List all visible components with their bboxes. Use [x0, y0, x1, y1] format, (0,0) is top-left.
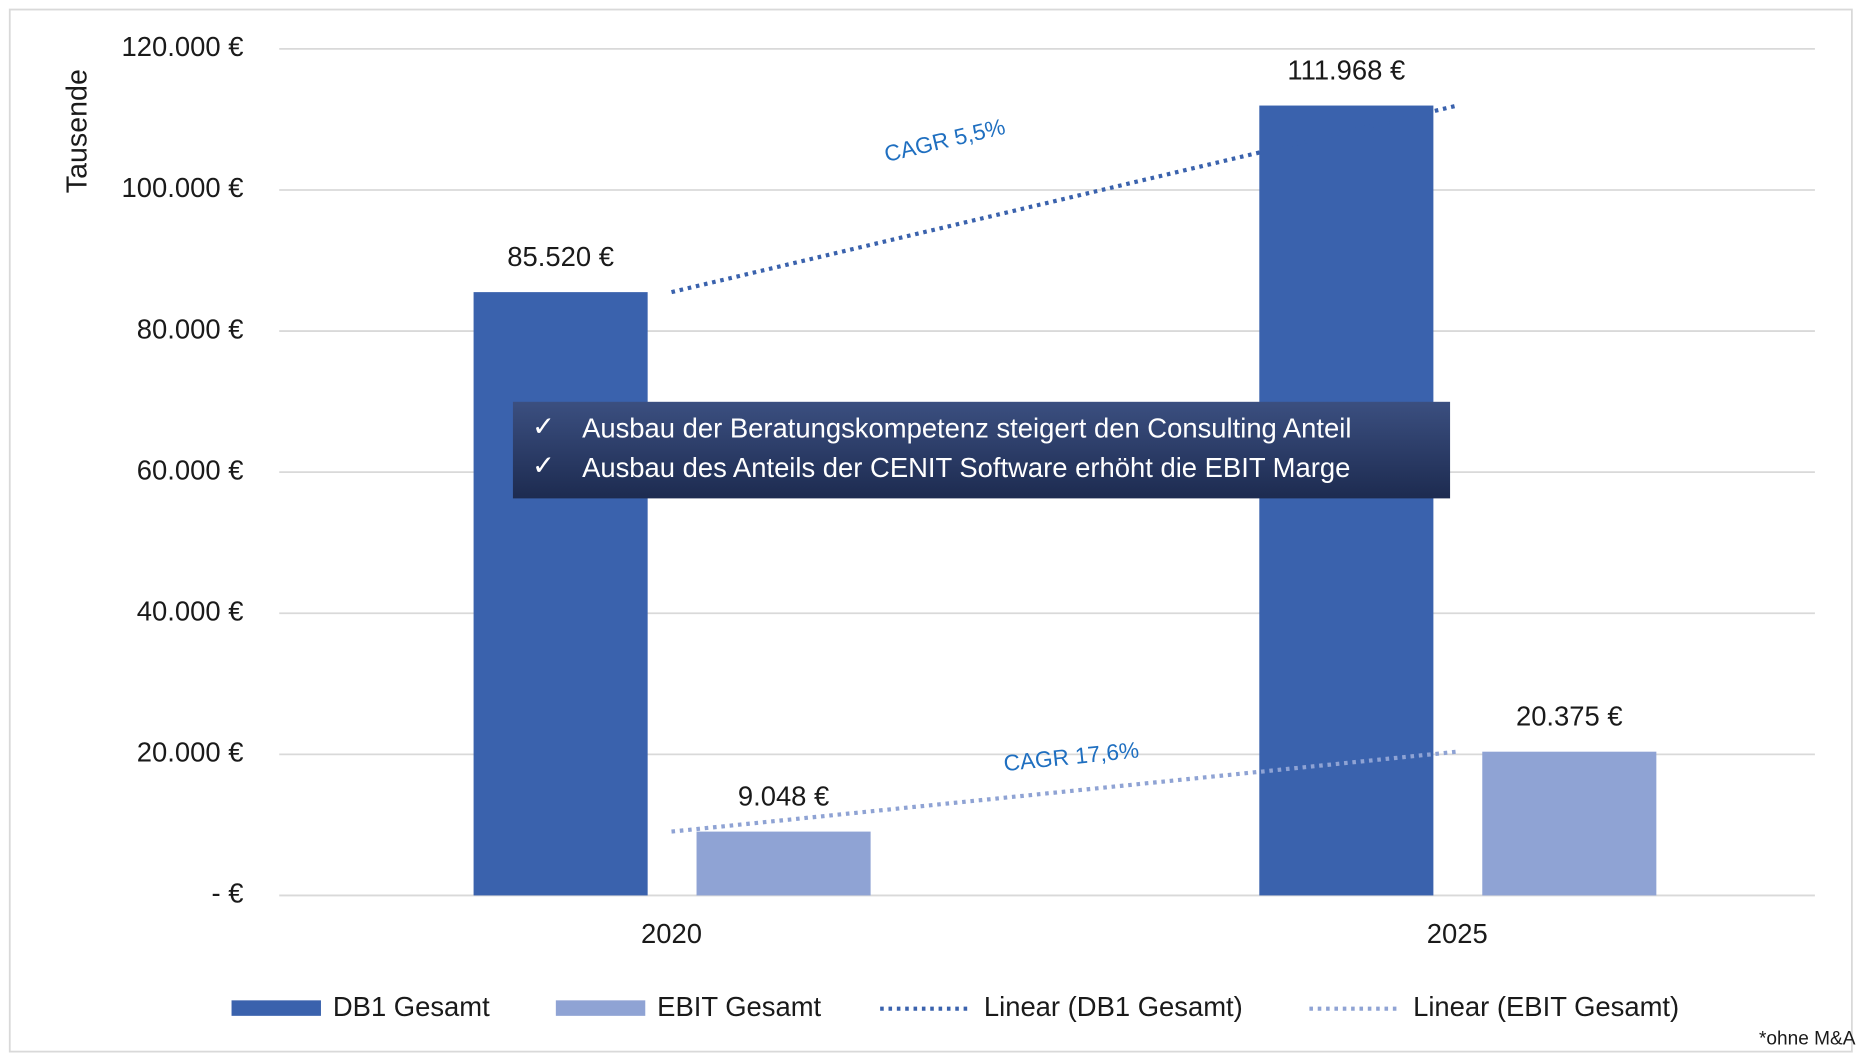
- x-tick-label: 2025: [1427, 918, 1488, 949]
- legend-swatch: [231, 1000, 321, 1016]
- chart-frame: [8, 8, 1853, 1053]
- value-label: 111.968 €: [1287, 54, 1405, 85]
- text-box-item: Ausbau der Beratungskompetenz steigert d…: [582, 413, 1351, 444]
- y-axis-label: Tausende: [61, 69, 93, 193]
- y-tick-label: 40.000 €: [137, 595, 244, 626]
- trend-annotation: CAGR 5,5%: [882, 113, 1008, 167]
- y-tick-label: 120.000 €: [122, 31, 244, 62]
- trendline: [671, 749, 1458, 834]
- legend-label: DB1 Gesamt: [333, 991, 490, 1022]
- trendline: [671, 103, 1458, 295]
- bar: [1259, 105, 1434, 896]
- value-label: 9.048 €: [738, 780, 829, 811]
- y-tick-label: 60.000 €: [137, 454, 244, 485]
- bar: [473, 292, 648, 896]
- y-tick-label: 100.000 €: [122, 172, 244, 203]
- legend-label: EBIT Gesamt: [657, 991, 821, 1022]
- value-label: 85.520 €: [507, 241, 614, 272]
- check-icon: ✓: [532, 450, 555, 481]
- text-box-item: Ausbau des Anteils der CENIT Software er…: [582, 452, 1350, 483]
- legend-label: Linear (DB1 Gesamt): [984, 991, 1243, 1022]
- value-label: 20.375 €: [1516, 701, 1623, 732]
- footnote: *ohne M&A: [1759, 1029, 1856, 1050]
- legend-label: Linear (EBIT Gesamt): [1413, 991, 1679, 1022]
- bar: [1482, 751, 1657, 896]
- y-tick-label: - €: [211, 878, 243, 909]
- text-box: [512, 401, 1451, 499]
- y-tick-label: 80.000 €: [137, 313, 244, 344]
- y-tick-label: 20.000 €: [137, 737, 244, 768]
- x-tick-label: 2020: [641, 918, 702, 949]
- check-icon: ✓: [532, 410, 555, 441]
- trend-annotation: CAGR 17,6%: [1002, 736, 1140, 776]
- bar: [696, 831, 871, 896]
- legend-swatch: [555, 1000, 646, 1016]
